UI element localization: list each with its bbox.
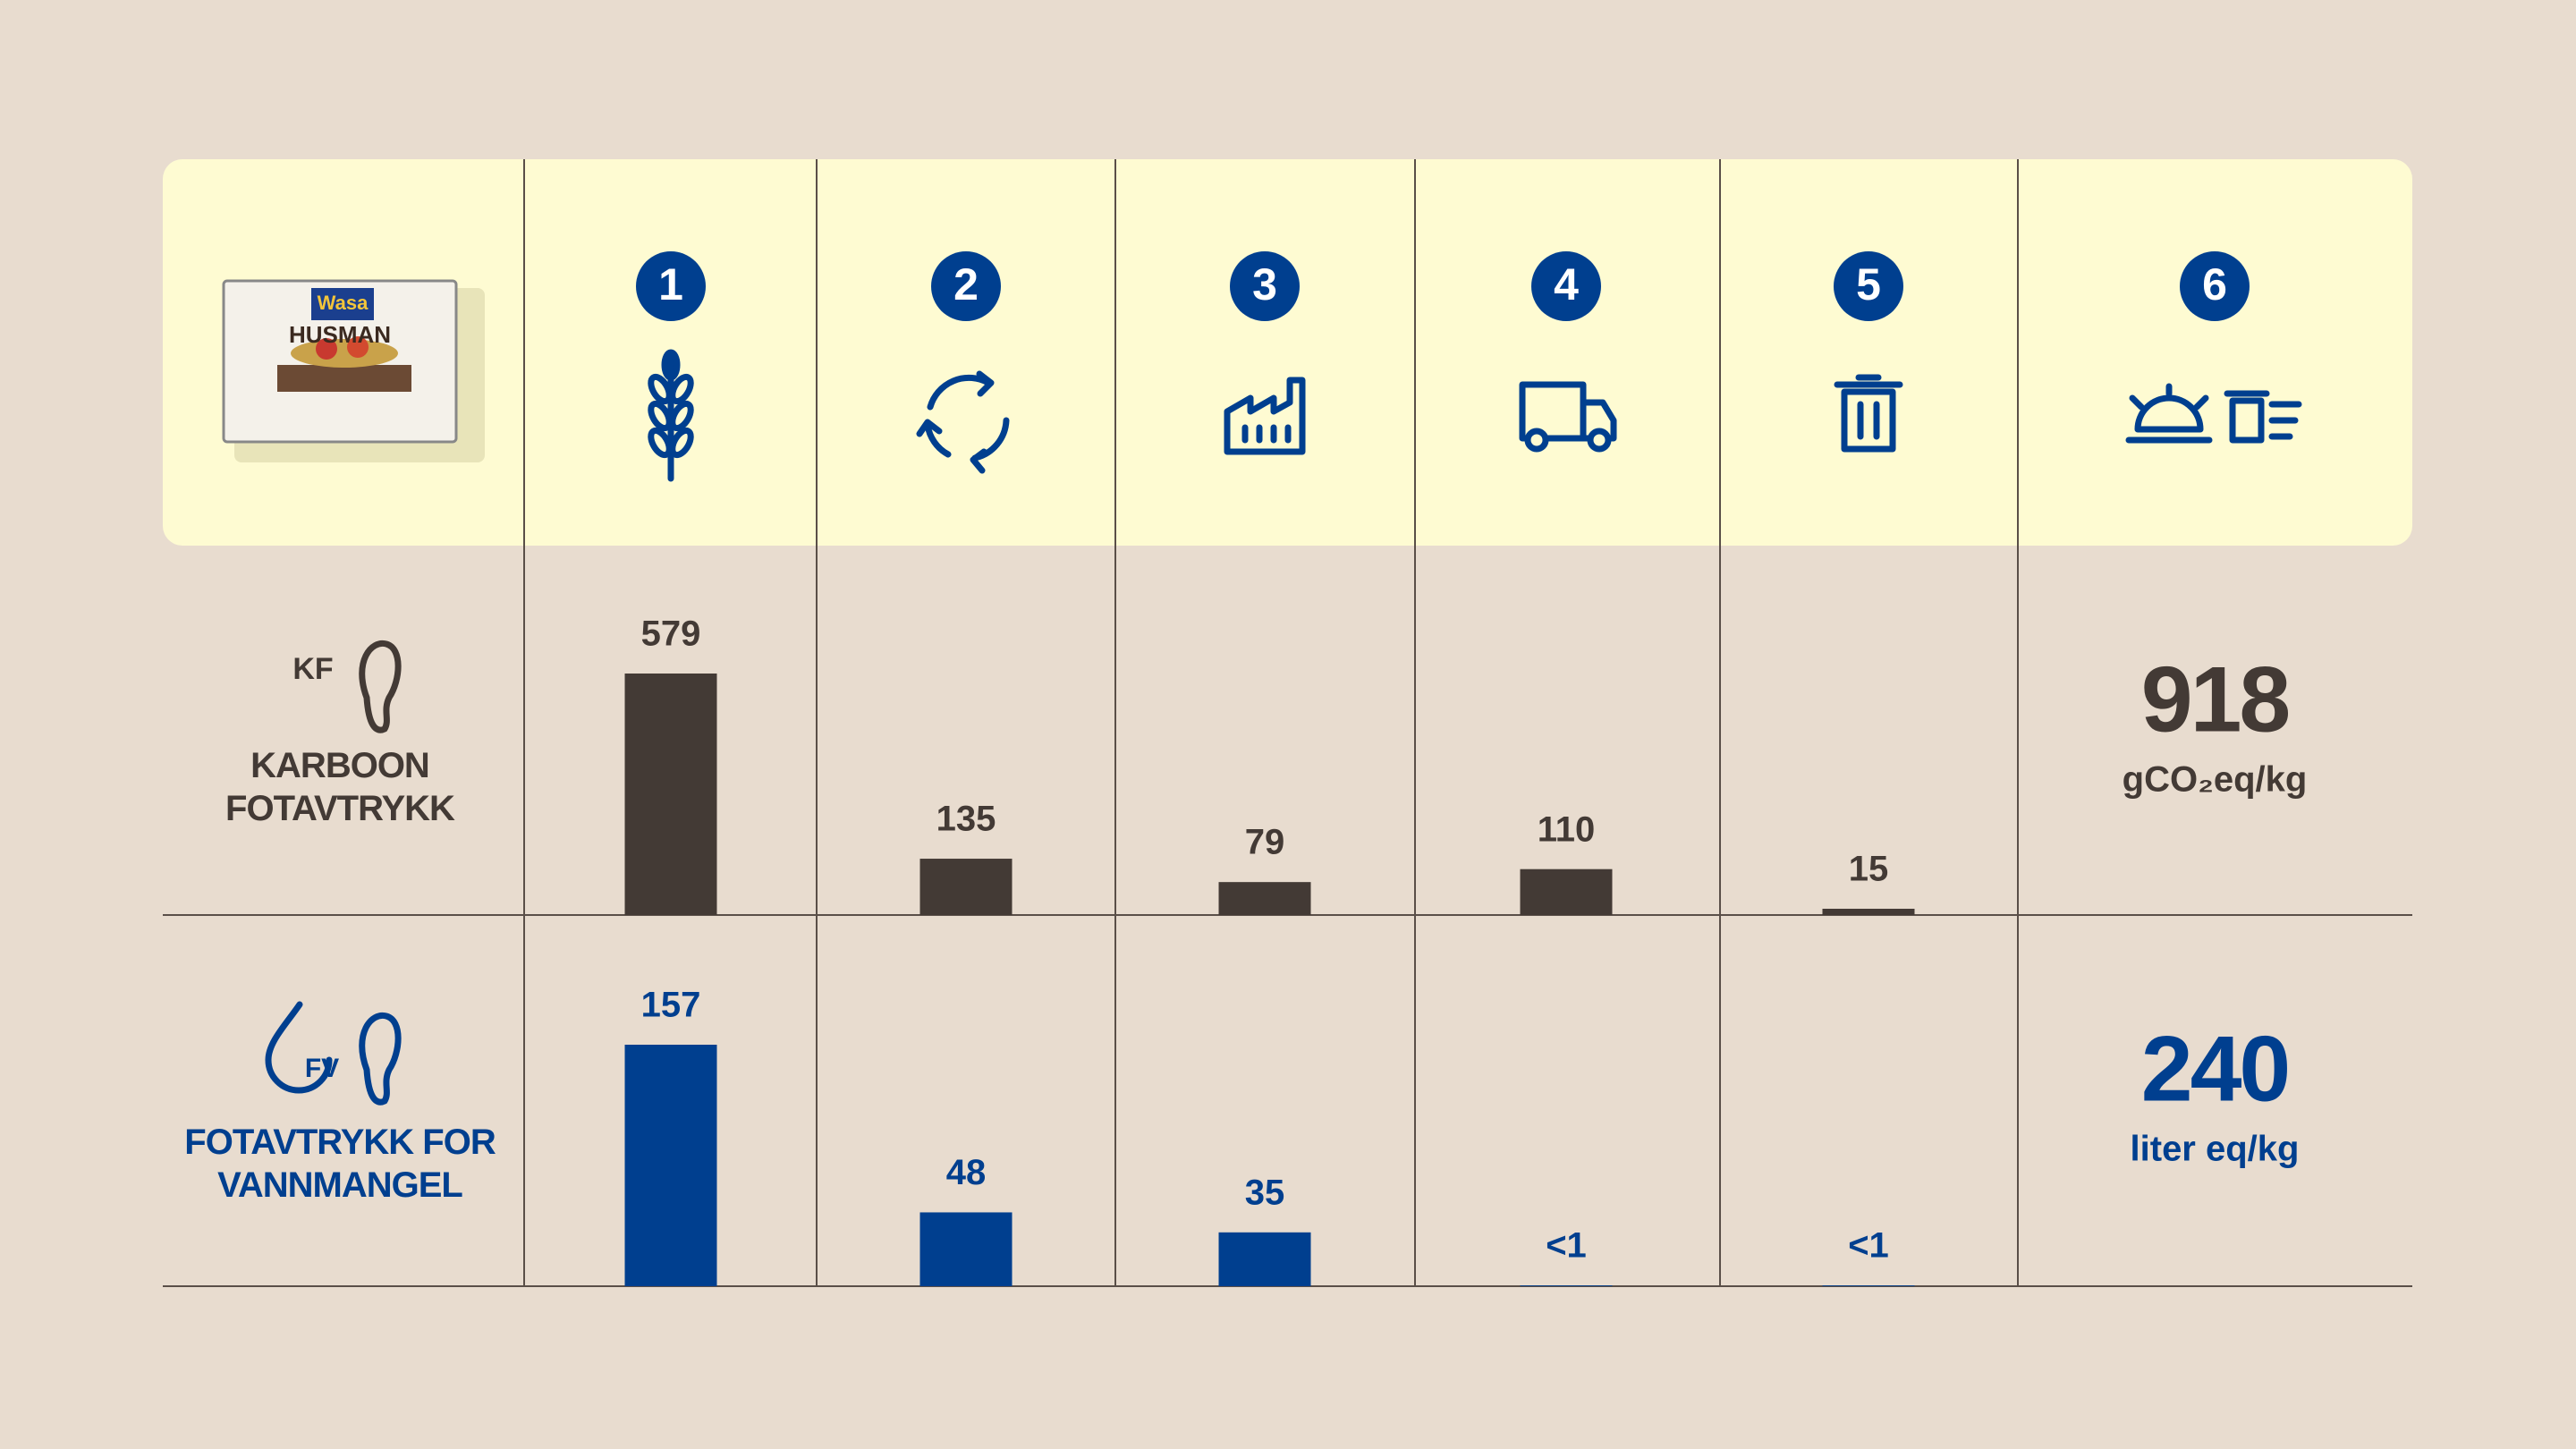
icon-truck — [1519, 381, 1617, 453]
icon-label: FV — [305, 1054, 339, 1083]
header-panel — [163, 159, 2412, 546]
total-value: 240 — [2141, 1017, 2289, 1121]
value-label: 48 — [946, 1153, 987, 1192]
bar — [624, 1045, 717, 1286]
value-label: 110 — [1538, 809, 1596, 849]
bar — [1822, 1285, 1915, 1286]
step-number: 3 — [1252, 259, 1277, 309]
row-label: KARBOON FOTAVTRYKK — [225, 746, 455, 828]
row-label: FOTAVTRYKK FOR VANNMANGEL — [184, 1123, 496, 1205]
icon-drop — [265, 1001, 333, 1094]
row-icons — [265, 640, 402, 1106]
value-label: <1 — [1848, 1226, 1889, 1266]
step-badge — [2180, 251, 2250, 321]
bar — [624, 674, 717, 915]
product-brand: Wasa — [318, 292, 369, 314]
icons — [648, 349, 2302, 482]
product-pack: Wasa HUSMAN — [222, 279, 485, 462]
total-value: 918 — [2141, 648, 2289, 751]
value-label: 579 — [641, 614, 701, 654]
bar — [1520, 1285, 1613, 1286]
value-label: 15 — [1849, 850, 1889, 889]
total-unit: gCO₂eq/kg — [2123, 760, 2308, 800]
step-number: 6 — [2202, 259, 2227, 309]
step-badge — [1230, 251, 1300, 321]
icon-consumer — [2125, 383, 2302, 444]
bar — [1218, 1232, 1311, 1286]
step-badge — [931, 251, 1001, 321]
step-badge — [636, 251, 706, 321]
icon-recycle — [916, 370, 1010, 474]
icon-factory — [1224, 377, 1306, 455]
step-number: 2 — [953, 259, 979, 309]
step-badge — [1531, 251, 1601, 321]
step-number: 5 — [1856, 259, 1881, 309]
icon-label: KF — [292, 652, 333, 686]
value-label: <1 — [1546, 1226, 1587, 1266]
bar — [919, 1212, 1013, 1286]
icon-footprint — [359, 1012, 402, 1106]
bar — [1520, 869, 1613, 915]
bar — [1822, 909, 1915, 915]
step-number: 4 — [1554, 259, 1579, 309]
icon-bin — [1834, 374, 1903, 453]
total-unit: liter eq/kg — [2131, 1130, 2300, 1169]
step-badge — [1834, 251, 1903, 321]
value-label: 35 — [1245, 1173, 1285, 1212]
icon-wheat — [648, 349, 694, 482]
value-label: 157 — [641, 986, 701, 1025]
step-number: 1 — [658, 259, 683, 309]
bar — [1218, 882, 1311, 915]
bar — [919, 859, 1013, 915]
value-label: 135 — [936, 800, 996, 839]
icon-footprint — [359, 640, 402, 733]
product-name: HUSMAN — [289, 321, 391, 348]
value-label: 79 — [1245, 823, 1285, 862]
